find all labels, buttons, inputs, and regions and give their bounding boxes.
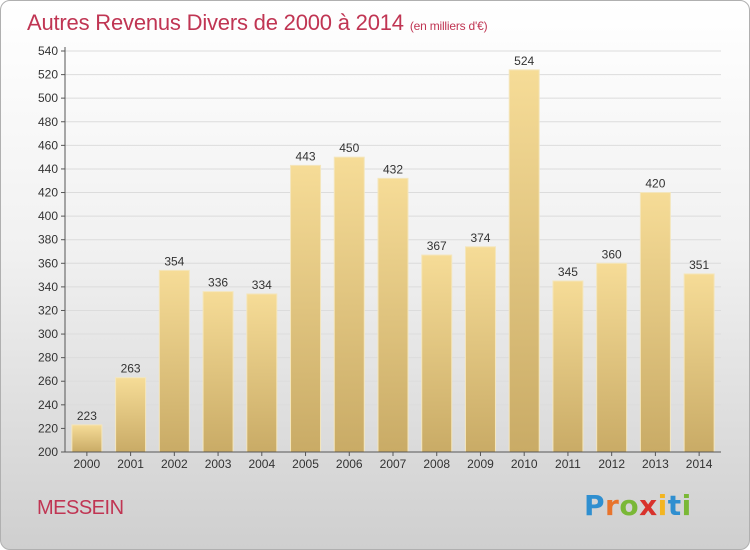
x-tick-label-2012: 2012: [598, 457, 625, 471]
chart-title: Autres Revenus Divers de 2000 à 2014 (en …: [27, 10, 488, 36]
data-label-2010: 524: [514, 54, 534, 68]
x-tick-label-2000: 2000: [74, 457, 101, 471]
data-label-2007: 432: [383, 162, 403, 176]
x-tick-label-2009: 2009: [467, 457, 494, 471]
bar-2010: [508, 69, 540, 453]
x-tick-label-2010: 2010: [511, 457, 538, 471]
data-label-2004: 334: [252, 278, 272, 292]
bar-2014: [683, 273, 715, 453]
x-tick-label-2011: 2011: [555, 457, 581, 471]
x-tick-label-2003: 2003: [205, 457, 232, 471]
proxiti-logo: Proxiti: [584, 489, 692, 522]
y-tick-label: 300: [38, 327, 58, 341]
y-tick-label: 540: [38, 44, 58, 58]
logo-letter: i: [681, 489, 692, 522]
bar-2013: [639, 192, 671, 453]
data-label-2003: 336: [208, 276, 228, 290]
data-label-2005: 443: [296, 149, 316, 163]
bar-2002: [158, 269, 190, 453]
y-tick-label: 240: [38, 398, 58, 412]
bar-2006: [333, 156, 365, 453]
bar-2009: [464, 246, 496, 453]
data-label-2012: 360: [602, 247, 622, 261]
y-tick-label: 380: [38, 233, 58, 247]
y-tick-label: 400: [38, 209, 58, 223]
y-tick-labels: 200 220 240 260 280 300 320 340 360 380 400 420 440 4…: [38, 44, 58, 459]
logo-letter: o: [619, 489, 640, 522]
bar-2012: [596, 262, 628, 453]
data-labels: 223 263 354 336 334 443 450 432 367 374 524 345 360 4…: [77, 54, 710, 423]
x-tick-label-2008: 2008: [423, 457, 450, 471]
logo-letter: r: [605, 489, 620, 522]
data-label-2006: 450: [339, 141, 359, 155]
y-tick-label: 220: [38, 421, 58, 435]
chart-unit: (en milliers d'€): [409, 19, 488, 33]
axes: [64, 47, 721, 453]
bar-2003: [202, 291, 234, 453]
bar-2007: [377, 177, 409, 453]
bar-2004: [246, 293, 278, 453]
place-name: MESSEIN: [37, 497, 124, 519]
bars: [71, 69, 715, 453]
data-label-2013: 420: [645, 177, 665, 191]
chart-title-text: Autres Revenus Divers de 2000 à 2014: [27, 10, 404, 35]
x-tick-label-2002: 2002: [161, 457, 188, 471]
logo-letter: P: [584, 489, 606, 522]
y-tick-label: 500: [38, 91, 58, 105]
logo-letter: i: [657, 489, 668, 522]
y-tick-label: 460: [38, 138, 58, 152]
data-label-2002: 354: [164, 254, 184, 268]
bar-2000: [71, 424, 103, 453]
logo-letter: t: [667, 489, 682, 522]
x-tick-label-2004: 2004: [248, 457, 275, 471]
x-tick-label-2006: 2006: [336, 457, 363, 471]
y-tick-label: 260: [38, 374, 58, 388]
y-tick-label: 520: [38, 68, 58, 82]
y-tick-label: 200: [38, 445, 58, 459]
bar-2008: [421, 254, 453, 453]
data-label-2000: 223: [77, 409, 97, 423]
x-tick-label-2013: 2013: [642, 457, 669, 471]
x-tick-label-2001: 2001: [117, 457, 144, 471]
y-tick-label: 280: [38, 351, 58, 365]
y-tick-label: 340: [38, 280, 58, 294]
data-label-2011: 345: [558, 265, 578, 279]
y-tick-label: 440: [38, 162, 58, 176]
bar-2011: [552, 280, 584, 453]
data-label-2014: 351: [689, 258, 709, 272]
data-label-2001: 263: [121, 362, 141, 376]
bar-2005: [290, 164, 322, 453]
x-tick-labels: 2000 2001 2002 2003 2004 2005 2006 2007 2008 2009…: [74, 457, 713, 471]
x-tick-label-2005: 2005: [292, 457, 319, 471]
y-tick-label: 420: [38, 186, 58, 200]
x-tick-label-2007: 2007: [380, 457, 407, 471]
y-tick-label: 480: [38, 115, 58, 129]
data-label-2009: 374: [470, 231, 490, 245]
data-label-2008: 367: [427, 239, 447, 253]
y-tick-label: 360: [38, 256, 58, 270]
y-tick-label: 320: [38, 303, 58, 317]
logo-letter: x: [639, 489, 658, 522]
x-tick-label-2014: 2014: [686, 457, 713, 471]
bar-2001: [115, 377, 147, 453]
